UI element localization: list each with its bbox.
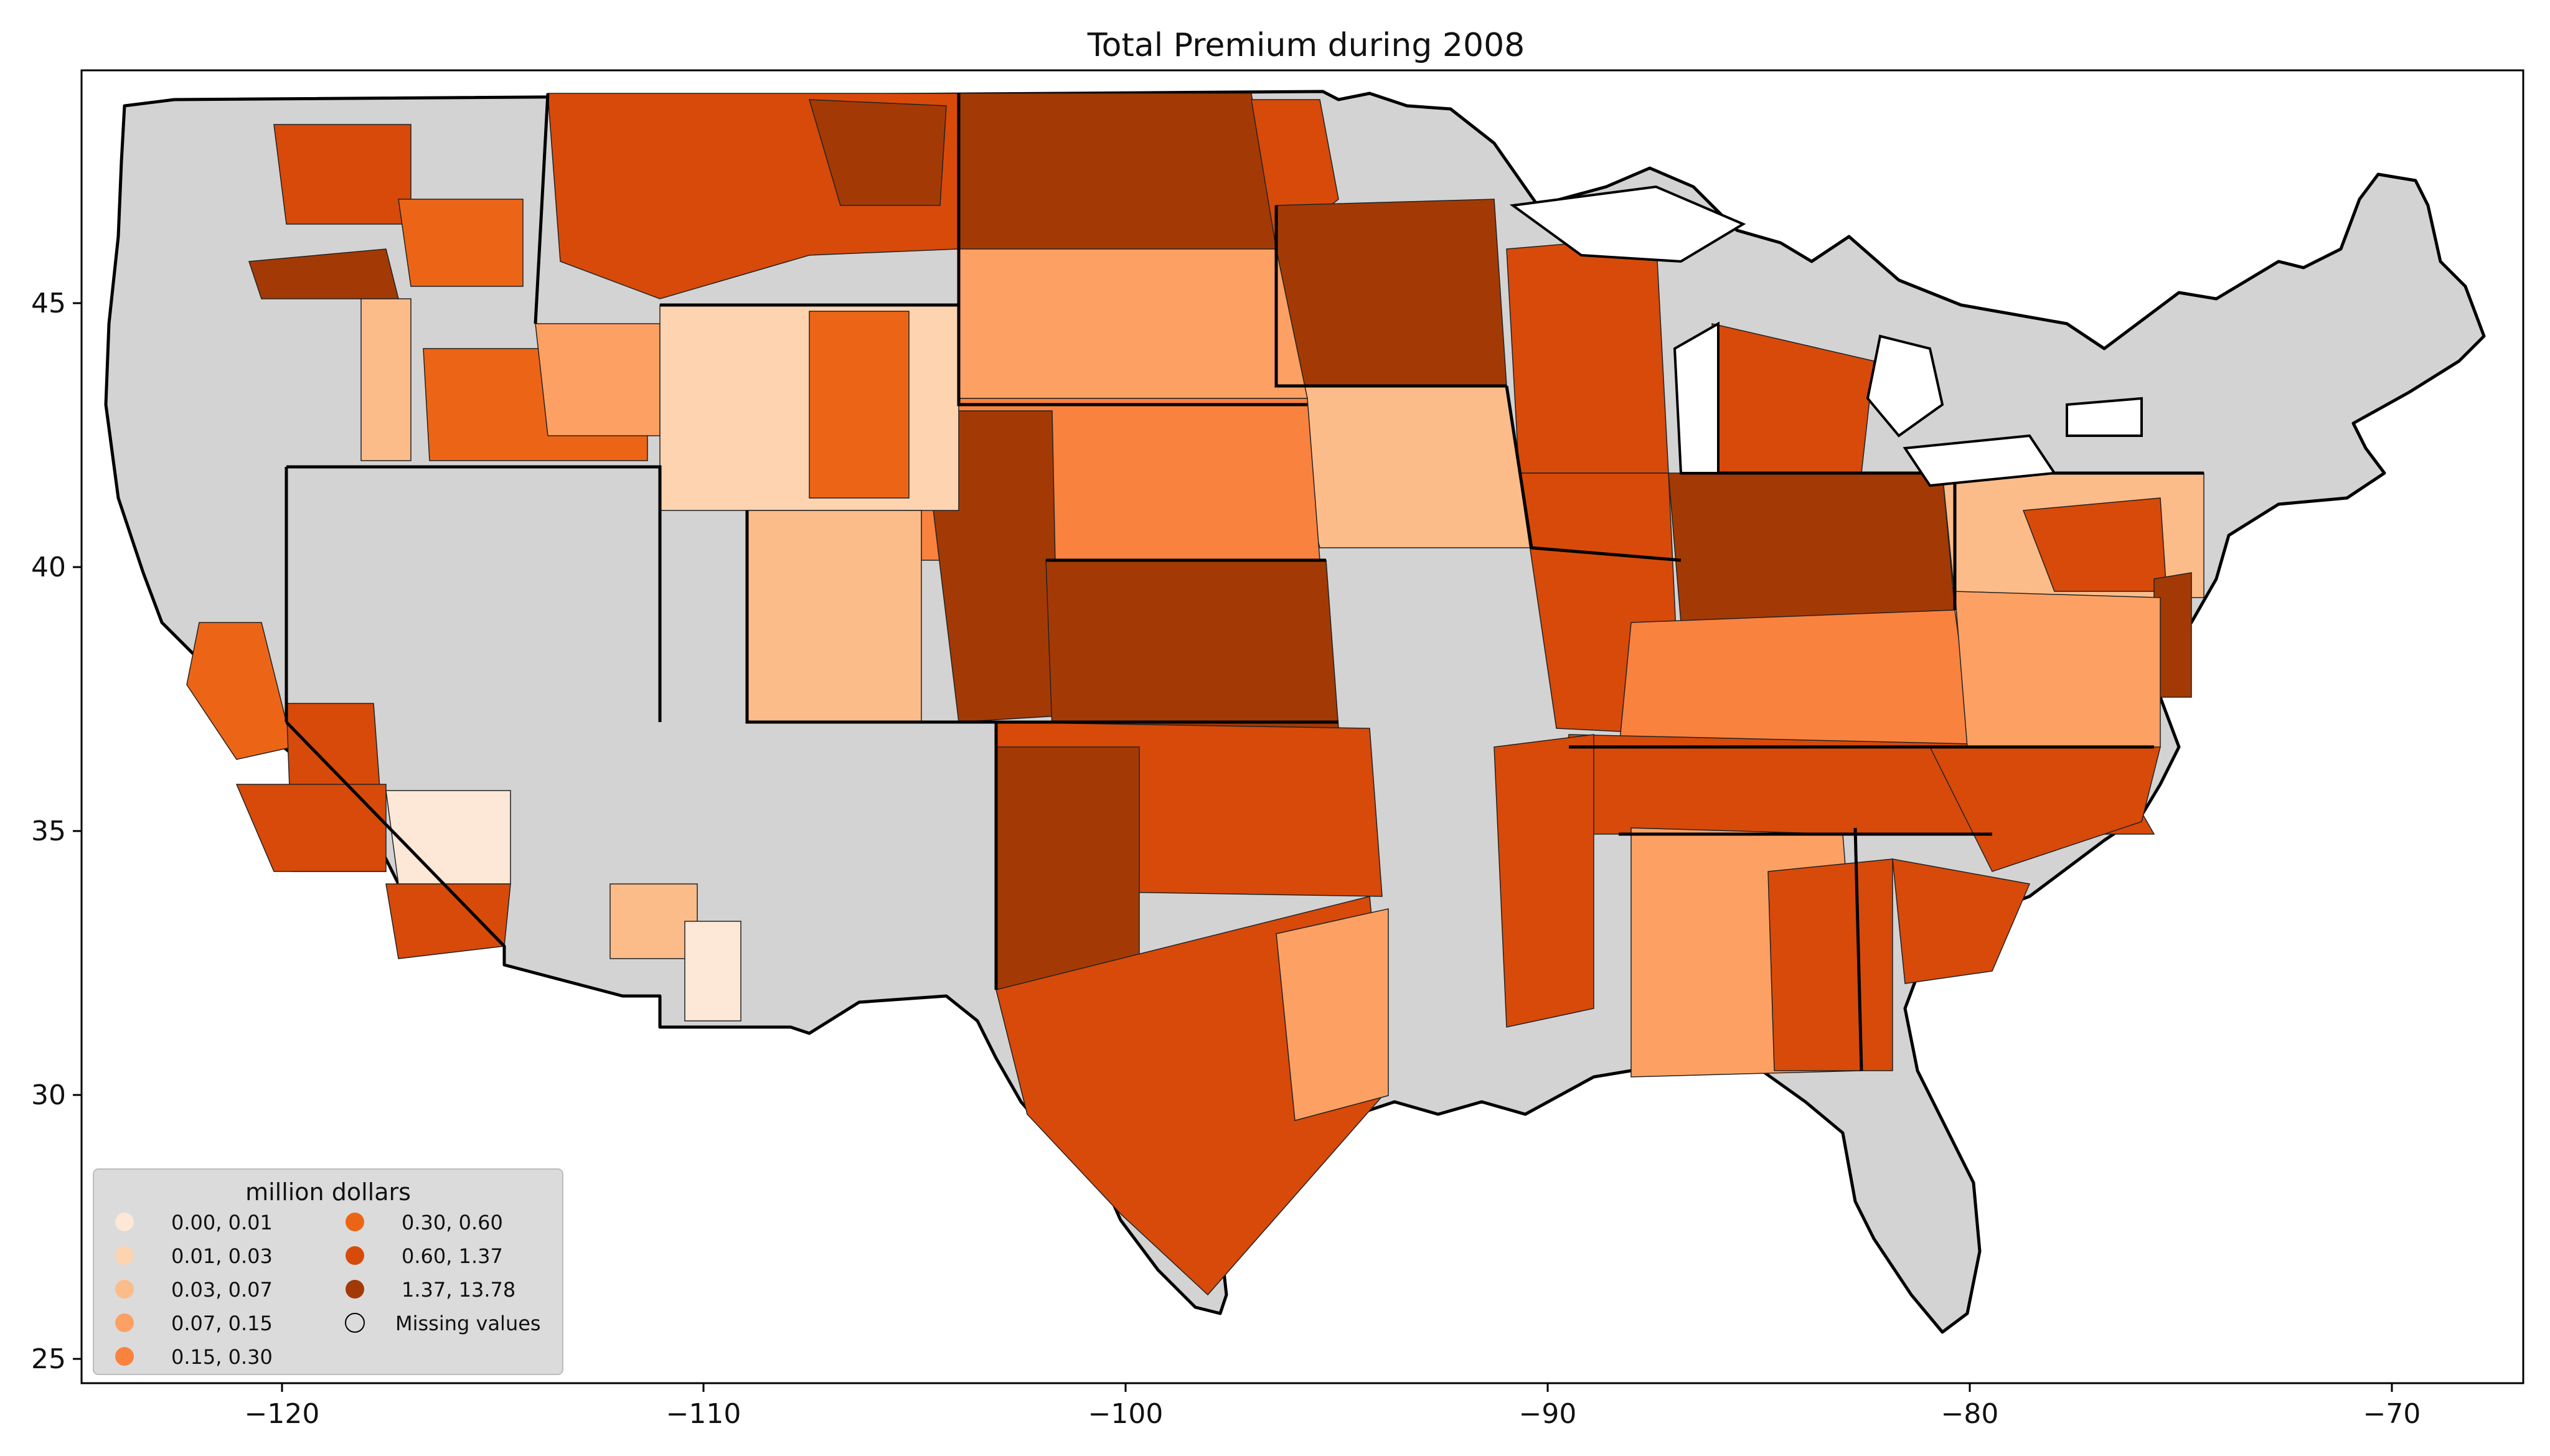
legend-swatch — [115, 1313, 134, 1332]
y-tick-label: 40 — [31, 552, 66, 583]
legend-swatch — [346, 1246, 364, 1265]
legend-label: 0.30, 0.60 — [402, 1211, 503, 1234]
state-borders — [285, 93, 2204, 1071]
x-axis — [281, 1383, 2393, 1392]
legend-item: 0.03, 0.07 — [115, 1278, 273, 1302]
legend-label: 0.60, 1.37 — [402, 1244, 503, 1268]
legend-label: 0.07, 0.15 — [171, 1312, 273, 1335]
y-tick-label: 35 — [31, 815, 66, 847]
legend-box — [93, 1168, 563, 1375]
legend-item: 0.30, 0.60 — [346, 1211, 503, 1234]
legend-swatch — [115, 1213, 134, 1231]
legend-title: million dollars — [245, 1178, 411, 1206]
legend-item: 0.01, 0.03 — [115, 1244, 273, 1268]
legend-item: 0.15, 0.30 — [115, 1345, 273, 1369]
legend-label: 0.00, 0.01 — [171, 1211, 273, 1234]
y-tick-label: 45 — [31, 288, 66, 319]
y-tick-label: 25 — [31, 1343, 66, 1375]
legend-item: 0.00, 0.01 — [115, 1211, 273, 1234]
legend-item: 0.07, 0.15 — [115, 1312, 273, 1335]
map-title: Total Premium during 2008 — [1087, 27, 1525, 64]
y-tick-labels: 45 40 35 30 25 — [31, 288, 66, 1375]
x-tick-label: −70 — [2363, 1398, 2421, 1430]
y-axis — [73, 302, 82, 1360]
legend-swatch — [115, 1246, 134, 1265]
legend-item: 1.37, 13.78 — [346, 1278, 515, 1302]
legend-label: 0.01, 0.03 — [171, 1244, 273, 1268]
county-regions — [186, 93, 2204, 1296]
x-tick-label: −110 — [666, 1398, 741, 1430]
legend-label: 0.03, 0.07 — [171, 1278, 273, 1302]
x-tick-label: −120 — [245, 1398, 320, 1430]
x-tick-labels: −120 −110 −100 −90 −80 −70 — [245, 1398, 2421, 1430]
axes-frame — [80, 69, 2524, 1384]
legend-label: 0.15, 0.30 — [171, 1345, 273, 1369]
great-lakes — [1509, 185, 2143, 487]
legend-item: Missing values — [345, 1312, 541, 1335]
legend-swatch-missing — [345, 1313, 365, 1333]
legend-swatch — [115, 1280, 134, 1299]
legend-swatch — [346, 1280, 364, 1299]
legend-swatch — [346, 1213, 364, 1231]
legend-label: 1.37, 13.78 — [402, 1278, 515, 1302]
legend-label: Missing values — [395, 1312, 541, 1335]
x-tick-label: −80 — [1941, 1398, 1999, 1430]
map-area — [82, 70, 2523, 1383]
legend: million dollars 0.00, 0.01 0.01, 0.03 0.… — [93, 1168, 563, 1375]
legend-item: 0.60, 1.37 — [346, 1244, 503, 1268]
y-tick-label: 30 — [31, 1079, 66, 1111]
x-tick-label: −100 — [1088, 1398, 1164, 1430]
x-tick-label: −90 — [1519, 1398, 1577, 1430]
legend-swatch — [115, 1347, 134, 1366]
